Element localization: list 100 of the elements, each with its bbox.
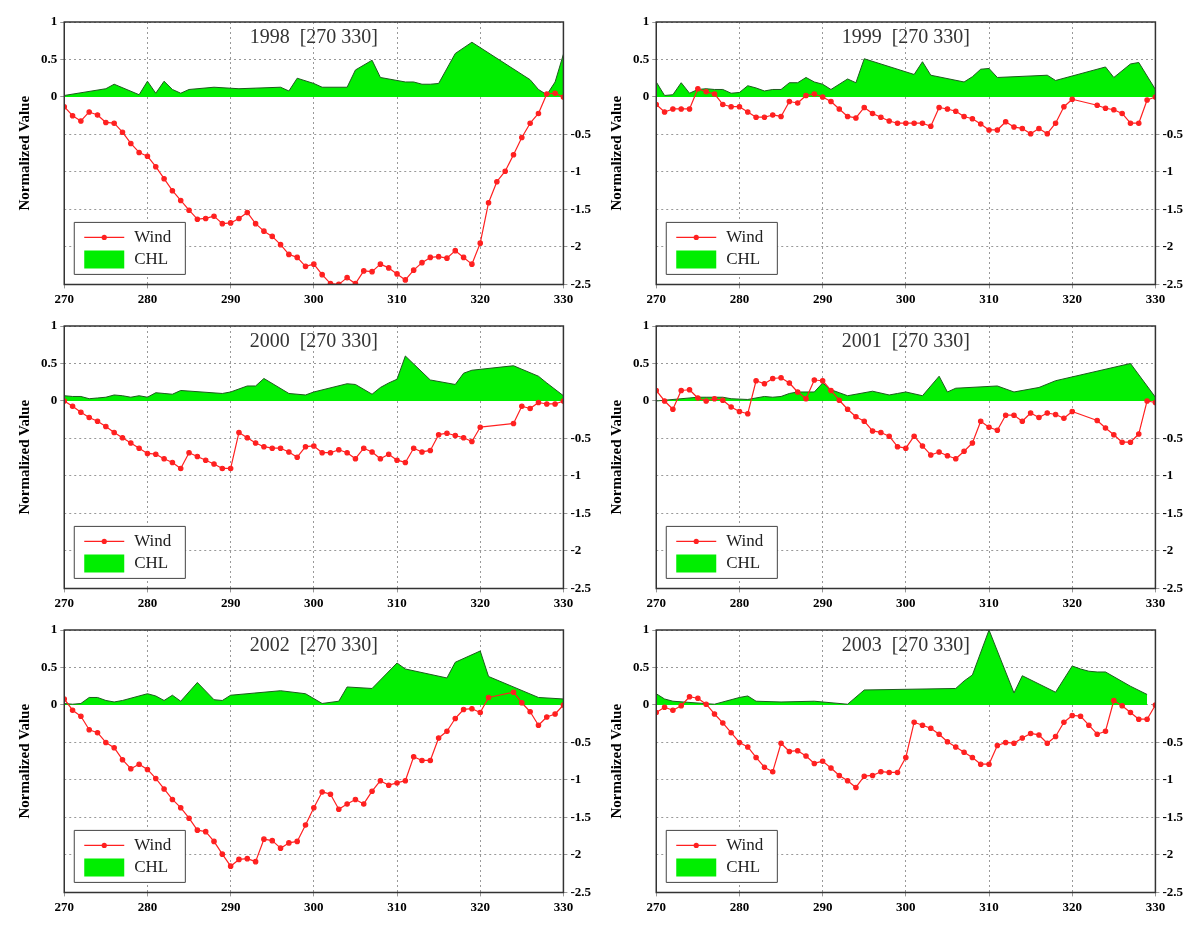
y-tick-label: 1 <box>642 317 650 333</box>
x-tick-label: 330 <box>553 594 574 610</box>
legend-label: Wind <box>726 530 764 550</box>
x-tick-label: 280 <box>729 290 750 306</box>
legend-label: CHL <box>726 856 761 876</box>
x-tick-label: 310 <box>979 898 999 914</box>
y2-tick-label: -2.5 <box>1162 275 1184 291</box>
chart-title: 2003 [270 330] <box>841 633 970 656</box>
x-tick-label: 320 <box>470 290 490 306</box>
x-tick-label: 280 <box>137 594 158 610</box>
x-tick-label: 300 <box>304 594 324 610</box>
y2-tick-label: -2 <box>1162 846 1174 862</box>
y2-tick-label: -2 <box>570 238 582 254</box>
legend-label: Wind <box>134 530 172 550</box>
legend-label: CHL <box>134 248 169 268</box>
y-tick-label: 0.5 <box>633 658 650 674</box>
x-tick-label: 310 <box>979 290 999 306</box>
chart-title: 2001 [270 330] <box>841 329 970 352</box>
x-tick-label: 320 <box>470 594 490 610</box>
y2-tick-label: -1 <box>1162 467 1174 483</box>
y2-tick-label: -2.5 <box>570 579 592 595</box>
y2-tick-label: -1.5 <box>570 808 592 824</box>
y2-tick-label: -0.5 <box>570 125 592 141</box>
y2-tick-label: -0.5 <box>570 733 592 749</box>
legend-label: CHL <box>726 248 761 268</box>
y2-tick-label: -2 <box>1162 238 1174 254</box>
x-tick-label: 330 <box>1145 290 1166 306</box>
y2-tick-label: -1.5 <box>1162 200 1184 216</box>
y2-tick-label: -2 <box>570 542 582 558</box>
y2-tick-label: -1.5 <box>1162 808 1184 824</box>
x-tick-label: 280 <box>137 290 158 306</box>
x-tick-label: 310 <box>387 898 407 914</box>
x-tick-label: 310 <box>387 290 407 306</box>
x-tick-label: 300 <box>304 290 324 306</box>
y-tick-label: 0 <box>50 392 58 408</box>
x-tick-label: 290 <box>812 898 833 914</box>
y2-tick-label: -1 <box>570 467 582 483</box>
x-tick-label: 290 <box>812 594 833 610</box>
y2-tick-label: -1 <box>1162 163 1174 179</box>
x-tick-label: 280 <box>729 898 750 914</box>
y-axis-title: Normalized Value <box>15 95 32 211</box>
x-tick-label: 320 <box>470 898 490 914</box>
y2-tick-label: -0.5 <box>570 429 592 445</box>
x-tick-label: 330 <box>1145 594 1166 610</box>
y-tick-label: 0 <box>642 696 650 712</box>
y2-tick-label: -2 <box>1162 542 1174 558</box>
y-tick-label: 0.5 <box>633 50 650 66</box>
x-tick-label: 290 <box>812 290 833 306</box>
y-tick-label: 0.5 <box>41 658 58 674</box>
x-tick-label: 300 <box>896 290 916 306</box>
x-tick-label: 330 <box>553 290 574 306</box>
y-tick-label: 1 <box>50 317 58 333</box>
chart-title: 2000 [270 330] <box>249 329 378 352</box>
x-tick-label: 290 <box>220 290 241 306</box>
x-tick-label: 310 <box>387 594 407 610</box>
legend-label: Wind <box>134 226 172 246</box>
y-tick-label: 0.5 <box>633 354 650 370</box>
x-tick-label: 270 <box>646 898 666 914</box>
x-tick-label: 320 <box>1062 898 1082 914</box>
y-tick-label: 0 <box>50 696 58 712</box>
y2-tick-label: -2.5 <box>1162 579 1184 595</box>
y-tick-label: 1 <box>50 621 58 637</box>
legend-label: CHL <box>726 552 761 572</box>
y2-tick-label: -2 <box>570 846 582 862</box>
y-axis-title: Normalized Value <box>15 703 32 819</box>
x-tick-label: 300 <box>304 898 324 914</box>
y-axis-title: Normalized Value <box>607 95 624 211</box>
x-tick-label: 300 <box>896 898 916 914</box>
chart-title: 2002 [270 330] <box>249 633 378 656</box>
y-tick-label: 0 <box>50 88 58 104</box>
x-tick-label: 300 <box>896 594 916 610</box>
y-tick-label: 1 <box>50 13 58 29</box>
y2-tick-label: -0.5 <box>1162 125 1184 141</box>
y-axis-title: Normalized Value <box>607 703 624 819</box>
y-axis-title: Normalized Value <box>607 399 624 515</box>
x-tick-label: 290 <box>220 594 241 610</box>
x-tick-label: 320 <box>1062 290 1082 306</box>
x-tick-label: 280 <box>137 898 158 914</box>
y2-tick-label: -2.5 <box>570 275 592 291</box>
chart-title: 1998 [270 330] <box>249 25 378 48</box>
legend-label: Wind <box>726 226 764 246</box>
y-tick-label: 0.5 <box>41 50 58 66</box>
y2-tick-label: -1 <box>1162 771 1174 787</box>
y2-tick-label: -1 <box>570 771 582 787</box>
y-axis-title: Normalized Value <box>15 399 32 515</box>
legend-label: CHL <box>134 552 169 572</box>
legend-label: CHL <box>134 856 169 876</box>
y2-tick-label: -1 <box>570 163 582 179</box>
y-tick-label: 0 <box>642 392 650 408</box>
y2-tick-label: -1.5 <box>570 504 592 520</box>
y-tick-label: 1 <box>642 621 650 637</box>
x-tick-label: 330 <box>1145 898 1166 914</box>
y2-tick-label: -1.5 <box>570 200 592 216</box>
y2-tick-label: -2.5 <box>570 883 592 899</box>
x-tick-label: 290 <box>220 898 241 914</box>
chart-title: 1999 [270 330] <box>841 25 970 48</box>
y2-tick-label: -0.5 <box>1162 733 1184 749</box>
y2-tick-label: -0.5 <box>1162 429 1184 445</box>
x-tick-label: 270 <box>646 290 666 306</box>
x-tick-label: 270 <box>54 290 74 306</box>
